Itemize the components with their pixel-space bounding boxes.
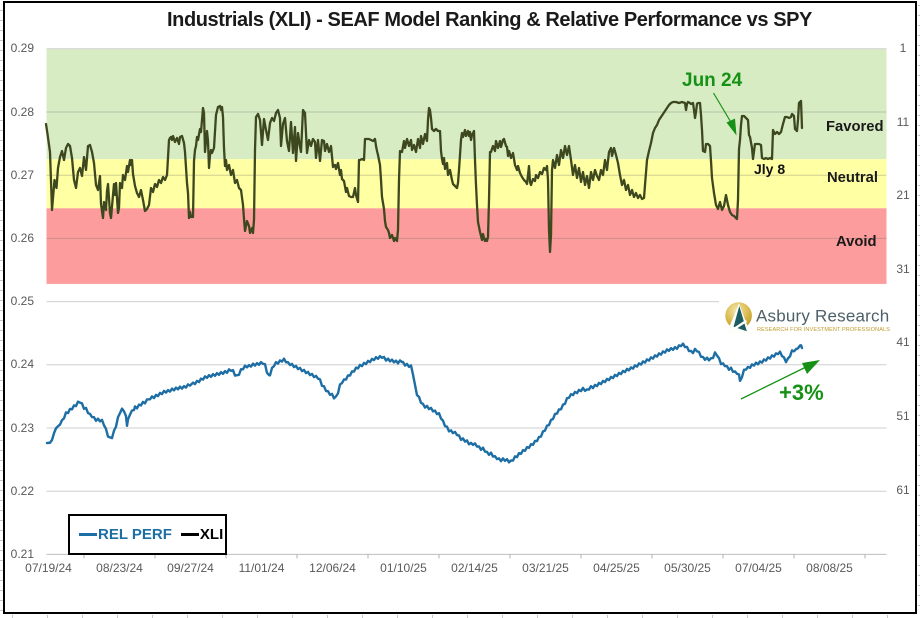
svg-text:Asbury Research: Asbury Research xyxy=(756,307,889,326)
svg-text:RESEARCH FOR INVESTMENT PROFES: RESEARCH FOR INVESTMENT PROFESSIONALS xyxy=(757,327,890,333)
